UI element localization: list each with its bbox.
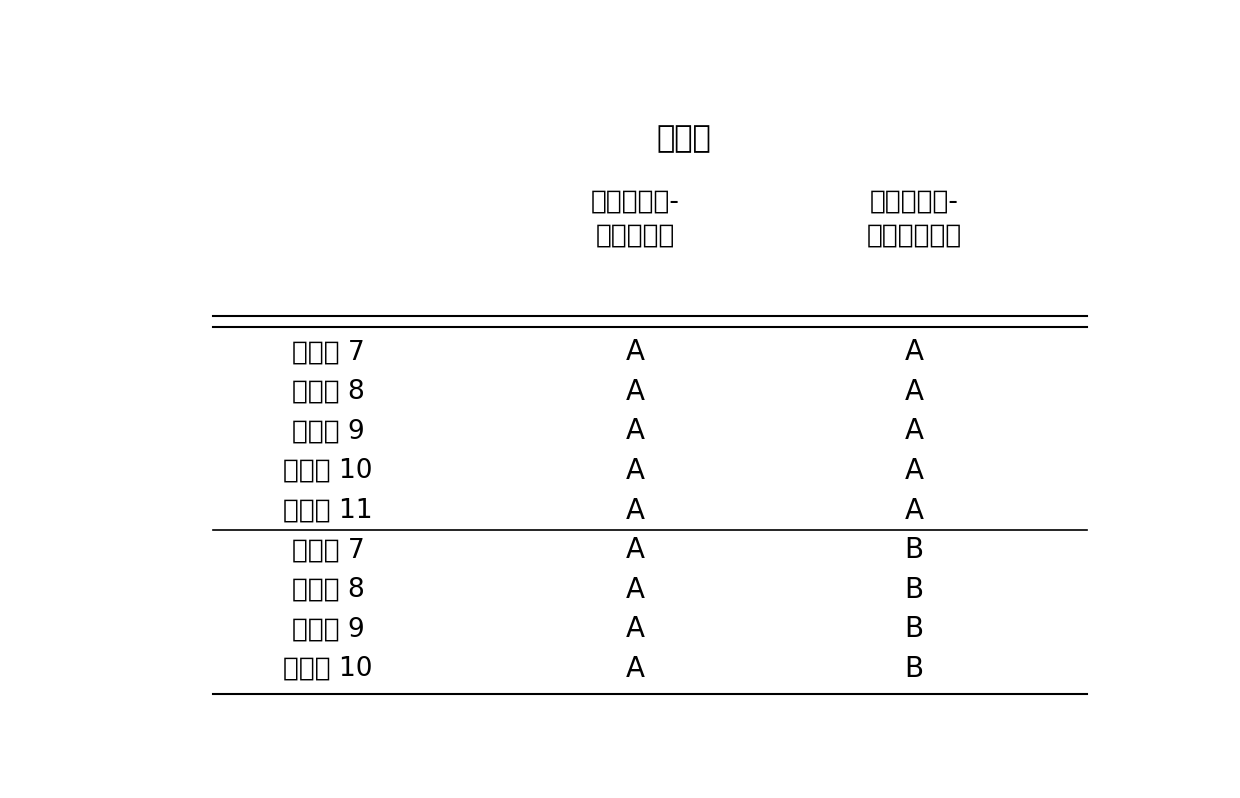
- Text: A: A: [626, 536, 645, 564]
- Text: A: A: [626, 377, 645, 405]
- Text: A: A: [905, 377, 924, 405]
- Text: B: B: [905, 655, 924, 683]
- Text: A: A: [626, 417, 645, 445]
- Text: 实施例 9: 实施例 9: [291, 418, 365, 444]
- Text: A: A: [626, 615, 645, 643]
- Text: A: A: [626, 457, 645, 485]
- Text: B: B: [905, 575, 924, 604]
- Text: 第一导电层-
催化剂层间: 第一导电层- 催化剂层间: [591, 188, 680, 249]
- Text: A: A: [626, 496, 645, 524]
- Text: B: B: [905, 536, 924, 564]
- Text: 实施例 10: 实施例 10: [283, 458, 373, 484]
- Text: 第一导电层-
第二导电层间: 第一导电层- 第二导电层间: [867, 188, 962, 249]
- Text: A: A: [626, 655, 645, 683]
- Text: A: A: [905, 496, 924, 524]
- Text: A: A: [626, 338, 645, 366]
- Text: 粘接性: 粘接性: [656, 124, 711, 153]
- Text: B: B: [905, 615, 924, 643]
- Text: A: A: [905, 417, 924, 445]
- Text: 比较例 10: 比较例 10: [283, 656, 373, 682]
- Text: 实施例 8: 实施例 8: [291, 379, 365, 405]
- Text: 比较例 7: 比较例 7: [291, 537, 365, 563]
- Text: A: A: [905, 338, 924, 366]
- Text: 实施例 11: 实施例 11: [283, 497, 373, 523]
- Text: A: A: [905, 457, 924, 485]
- Text: A: A: [626, 575, 645, 604]
- Text: 比较例 8: 比较例 8: [291, 577, 365, 602]
- Text: 实施例 7: 实施例 7: [291, 339, 365, 365]
- Text: 比较例 9: 比较例 9: [291, 616, 365, 642]
